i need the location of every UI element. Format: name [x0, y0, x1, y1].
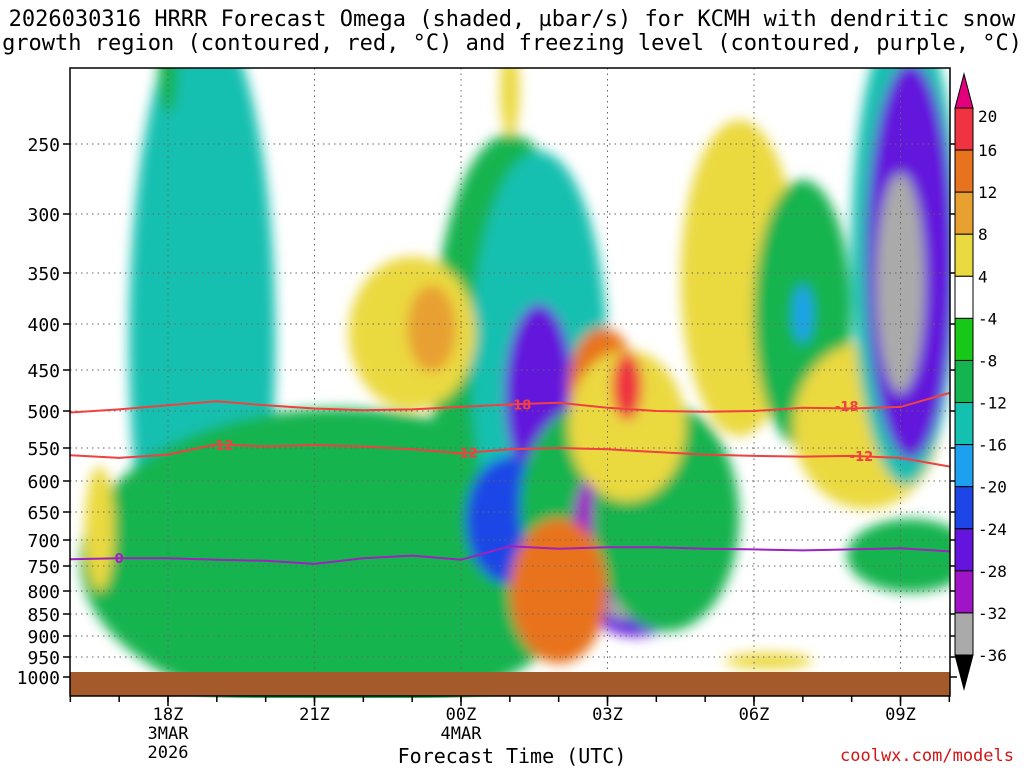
- ytick-label-750: 750: [27, 557, 60, 578]
- colorbar-bin-5: [954, 275, 974, 319]
- ytick-label-550: 550: [27, 439, 60, 460]
- omega-shaded-field: [80, 68, 950, 698]
- omega-cell-22: [793, 284, 813, 344]
- colorbar-bin-bottom: [954, 654, 974, 691]
- ytick-label-900: 900: [27, 627, 60, 648]
- omega-features: [80, 68, 950, 698]
- ytick-label-400: 400: [27, 315, 60, 336]
- contour-labels: -18 -18 -12 -12 -12 0: [115, 398, 874, 567]
- xtick-label-18Z-2: 2026: [148, 743, 189, 763]
- colorbar-label-4: 4: [978, 267, 988, 286]
- colorbar-label-0: 20: [978, 107, 997, 126]
- colorbar-label-2: 12: [978, 183, 997, 202]
- colorbar-label-7: -12: [978, 394, 1007, 413]
- contour-label-1: -18: [835, 400, 859, 415]
- contour-line-1: [70, 443, 950, 468]
- colorbar-label-11: -28: [978, 562, 1007, 581]
- contour-label-0: -18: [508, 398, 532, 413]
- ytick-label-1000: 1000: [17, 668, 60, 689]
- omega-cell-30: [724, 652, 813, 670]
- omega-cell-18: [500, 68, 520, 137]
- chart-title-line-1: 2026030316 HRRR Forecast Omega (shaded, …: [8, 7, 1016, 32]
- colorbar-bin-12: [954, 570, 974, 614]
- xtick-label-03Z-0: 03Z: [592, 705, 623, 725]
- omega-cell-29: [407, 285, 457, 372]
- chart-title-line-2: growth region (contoured, red, °C) and f…: [2, 31, 1022, 56]
- credit-text: coolwx.com/models: [840, 746, 1014, 766]
- xtick-label-18Z-0: 18Z: [153, 705, 184, 725]
- xtick-label-09Z-0: 09Z: [885, 705, 916, 725]
- xtick-label-00Z-1: 4MAR: [441, 724, 483, 744]
- ytick-label-850: 850: [27, 605, 60, 626]
- grid-lines: [70, 68, 950, 678]
- omega-cell-32: [612, 353, 642, 420]
- omega-cell-27: [846, 518, 950, 593]
- ground-surface: [70, 672, 950, 696]
- colorbar-label-13: -36: [978, 646, 1007, 665]
- omega-cell-16: [568, 350, 686, 502]
- omega-cell-28: [84, 466, 115, 592]
- contour-line-0: [70, 392, 950, 414]
- colorbar-bin-top: [954, 72, 974, 109]
- ytick-label-650: 650: [27, 503, 60, 524]
- colorbar-bin-10: [954, 486, 974, 530]
- ytick-label-950: 950: [27, 648, 60, 669]
- omega-cell-14: [509, 518, 608, 664]
- ytick-label-700: 700: [27, 531, 60, 552]
- y-axis-ticks: 2503003504004505005506006507007508008509…: [17, 135, 957, 689]
- contour-label-2: -12: [210, 439, 234, 454]
- ytick-label-500: 500: [27, 402, 60, 423]
- ytick-label-350: 350: [27, 264, 60, 285]
- colorbar-bin-2: [954, 149, 974, 193]
- colorbar-bin-13: [954, 612, 974, 656]
- colorbar-label-12: -32: [978, 604, 1007, 623]
- colorbar-bin-8: [954, 402, 974, 446]
- xtick-label-21Z-0: 21Z: [299, 705, 330, 725]
- colorbar-label-10: -24: [978, 520, 1007, 539]
- colorbar-bin-7: [954, 359, 974, 404]
- colorbar-label-1: 16: [978, 141, 997, 160]
- contour-label-5: 0: [115, 552, 124, 567]
- omega-colorbar: 20 16 12 8 4 -4 -8 -12 -16 -20 -24 -28 -32 -36: [954, 72, 1007, 691]
- colorbar-bin-9: [954, 444, 974, 488]
- x-axis-label: Forecast Time (UTC): [397, 744, 627, 768]
- colorbar-label-3: 8: [978, 225, 988, 244]
- colorbar-bin-4: [954, 233, 974, 277]
- xtick-label-00Z-0: 00Z: [446, 705, 477, 725]
- colorbar-bin-11: [954, 528, 974, 572]
- colorbar-bin-6: [954, 317, 974, 361]
- colorbar-bin-1: [954, 107, 974, 151]
- contour-line-2: [70, 545, 950, 565]
- colorbar-label-6: -8: [978, 351, 997, 370]
- ytick-label-300: 300: [27, 205, 60, 226]
- xtick-label-06Z-0: 06Z: [739, 705, 770, 725]
- contour-label-3: -12: [454, 447, 478, 462]
- colorbar-label-8: -16: [978, 436, 1007, 455]
- ytick-label-250: 250: [27, 135, 60, 156]
- colorbar-bin-3: [954, 191, 974, 235]
- ytick-label-800: 800: [27, 582, 60, 603]
- omega-cell-1: [163, 136, 212, 410]
- temperature-contours: [70, 392, 950, 565]
- ytick-label-450: 450: [27, 361, 60, 382]
- colorbar-label-9: -20: [978, 478, 1007, 497]
- colorbar-label-5: -4: [978, 309, 997, 328]
- xtick-label-18Z-1: 3MAR: [148, 724, 190, 744]
- ytick-label-600: 600: [27, 472, 60, 493]
- contour-label-4: -12: [850, 450, 874, 465]
